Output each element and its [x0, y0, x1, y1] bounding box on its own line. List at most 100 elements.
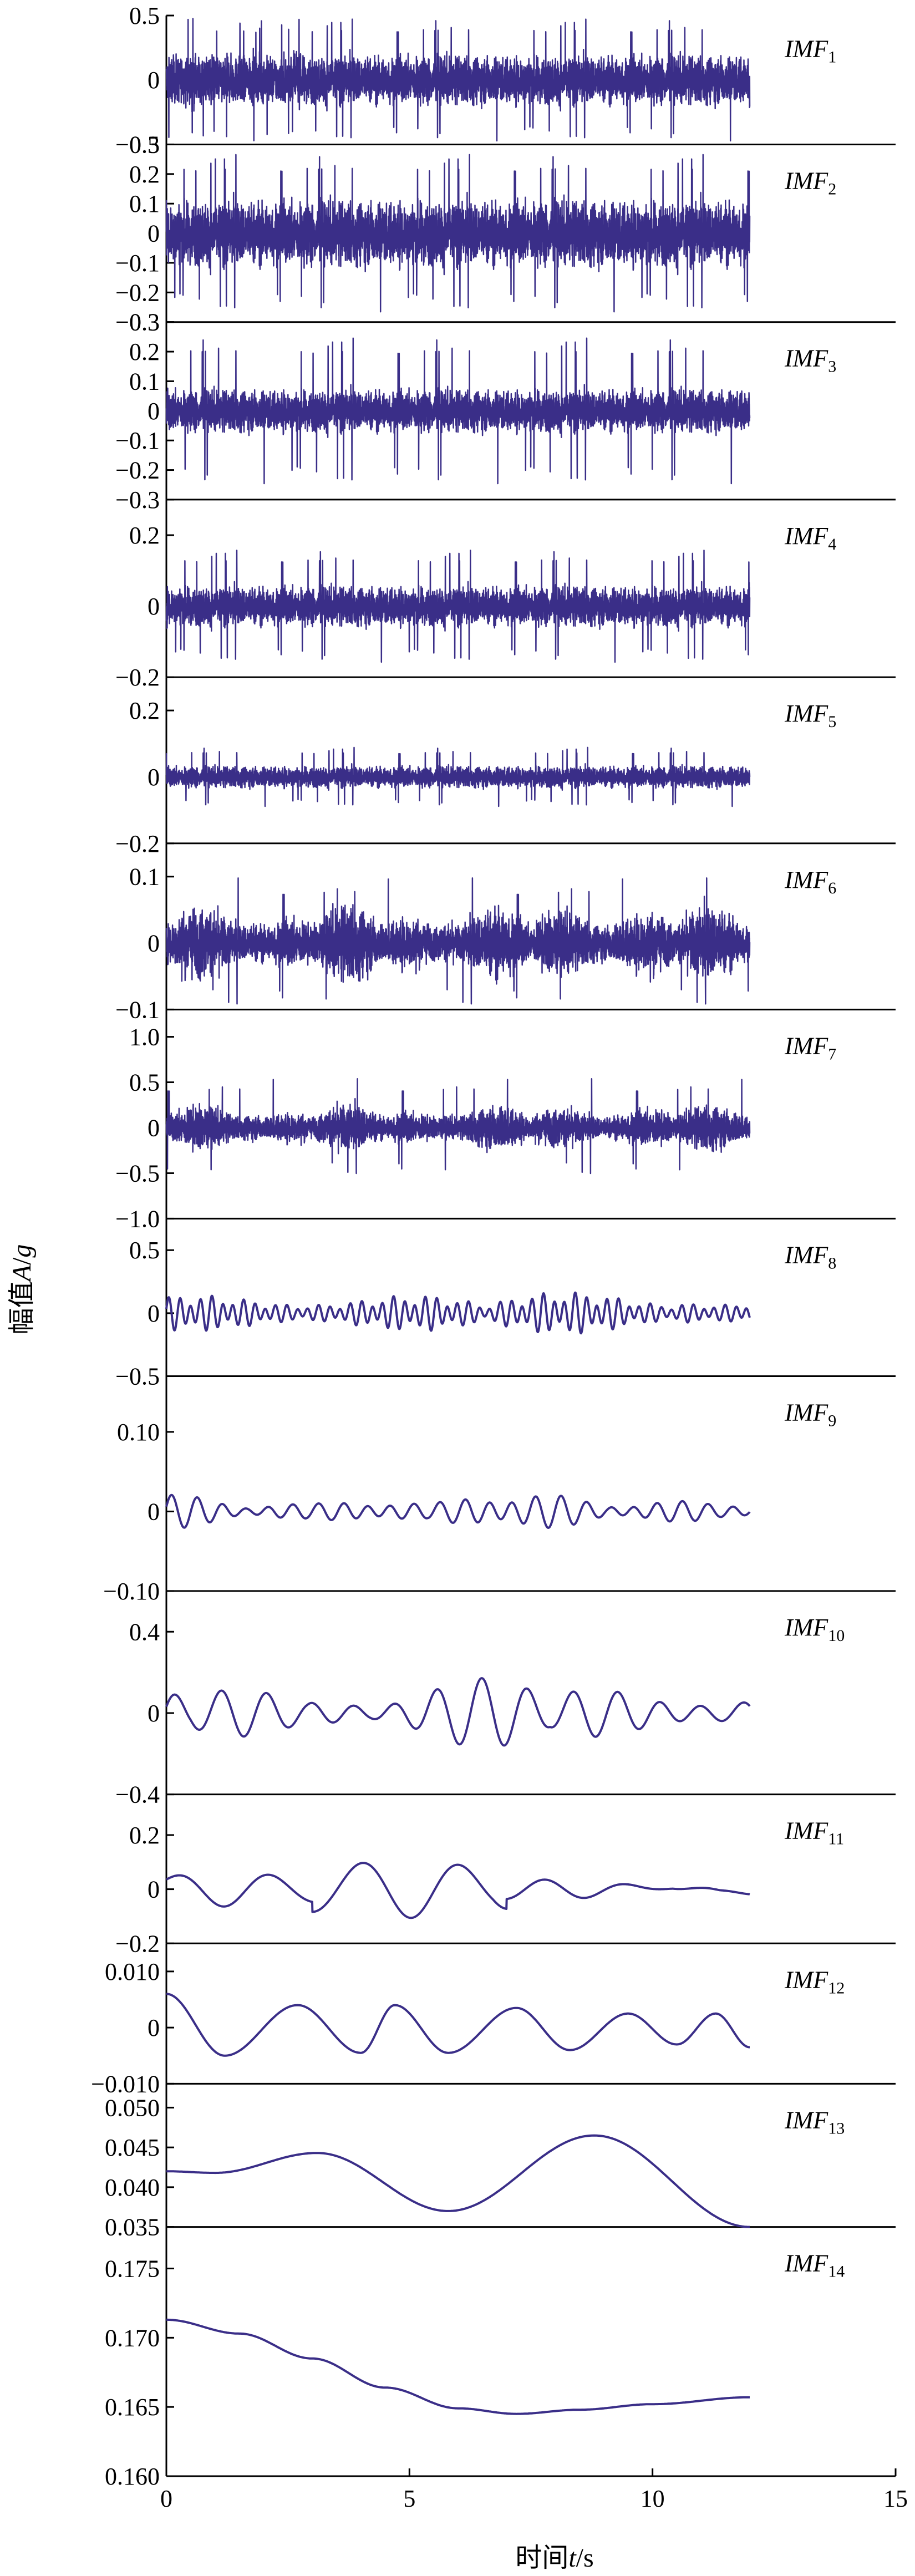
panel-imf-1: 0.5 0 −0.5 IMF1: [115, 2, 896, 158]
series-line-imf-3: [165, 337, 751, 485]
panel-imf-11: 0.2 0 −0.2 IMF11: [115, 1794, 896, 1957]
y-tick-label: −0.010: [91, 2070, 160, 2097]
series-line-imf-14: [166, 2318, 750, 2415]
y-tick-label: 0: [148, 67, 160, 94]
y-tick-label: 1.0: [129, 1024, 160, 1051]
y-tick-label: 0.3: [129, 309, 160, 336]
y-tick-label: −0.5: [115, 1160, 160, 1187]
panel-imf-10: 0.4 0 −0.4 IMF10: [115, 1591, 896, 1808]
series-label-imf-14: IMF14: [784, 2250, 845, 2281]
series-label-imf-5: IMF5: [784, 700, 836, 731]
y-tick-label: −0.1: [115, 250, 160, 277]
series-label-imf-12: IMF12: [784, 1966, 845, 1997]
y-tick-label: 0.2: [129, 1822, 160, 1849]
series-label-imf-2: IMF2: [784, 167, 836, 198]
x-tick-label: 5: [403, 2485, 415, 2512]
panel-imf-6: 0.1 0 −0.1 IMF6: [115, 843, 896, 1023]
panel-imf-12: 0.010 0 −0.010 IMF12: [91, 1943, 896, 2097]
x-axis-title-cn: 时间: [515, 2543, 568, 2573]
series-label-imf-6: IMF6: [784, 866, 836, 897]
y-tick-label: 0: [148, 593, 160, 620]
x-tick-label: 10: [640, 2485, 665, 2512]
y-tick-label: −0.3: [115, 486, 160, 514]
x-tick-label: 0: [160, 2485, 172, 2512]
panel-imf-14: 0.175 0.170 0.165 0.160 IMF14: [105, 2227, 896, 2490]
panel-imf-8: 0.5 0 −0.5 IMF8: [115, 1218, 896, 1390]
y-tick-label: 0.5: [129, 1069, 160, 1096]
y-tick-label: 0.5: [129, 2, 160, 29]
y-tick-label: −0.10: [103, 1578, 160, 1605]
y-tick-label: −0.1: [115, 427, 160, 454]
y-tick-label: 0.050: [105, 2094, 160, 2121]
y-tick-label: −0.2: [115, 664, 160, 691]
y-tick-label: −0.2: [115, 457, 160, 484]
y-tick-label: 0.010: [105, 1958, 160, 1985]
y-tick-label: −0.3: [115, 309, 160, 336]
y-tick-label: −0.2: [115, 279, 160, 306]
y-tick-label: 0.10: [117, 1419, 160, 1446]
y-tick-label: −0.5: [115, 131, 160, 158]
y-tick-label: 0: [148, 1700, 160, 1727]
y-tick-label: 0: [148, 2014, 160, 2041]
series-line-imf-5: [165, 746, 751, 807]
panel-imf-7: 1.0 0.5 0 −0.5 −1.0 IMF7: [115, 1009, 896, 1232]
x-axis-title-var: t: [568, 2543, 577, 2573]
x-tick-label: 15: [883, 2485, 908, 2512]
x-axis: 0 5 10 15: [160, 2468, 908, 2512]
x-axis-title-unit: /s: [576, 2543, 594, 2573]
series-label-imf-10: IMF10: [784, 1614, 845, 1645]
panel-imf-2: 0.3 0.20.1 0 −0.1−0.2 −0.3 IMF2: [115, 131, 896, 336]
y-axis-title-cn: 幅值: [7, 1281, 37, 1334]
series-line-imf-12: [166, 1993, 750, 2057]
y-tick-label: −0.5: [115, 1363, 160, 1390]
series-label-imf-3: IMF3: [784, 345, 836, 376]
y-tick-label: 0.1: [129, 190, 160, 217]
series-label-imf-13: IMF13: [784, 2106, 845, 2137]
y-tick-label: 0: [148, 220, 160, 247]
y-tick-label: 0.4: [129, 1618, 160, 1645]
y-tick-label: 0.2: [129, 161, 160, 188]
y-tick-label: 0.2: [129, 522, 160, 549]
y-tick-label: 0.3: [129, 131, 160, 158]
series-line-imf-9: [165, 1493, 751, 1529]
panel-imf-4: 0.2 0 −0.2 IMF4: [115, 499, 896, 691]
y-tick-label: 0: [148, 1876, 160, 1903]
y-tick-label: 0.2: [129, 697, 160, 724]
y-tick-label: 0: [148, 398, 160, 425]
y-tick-label: 0: [148, 764, 160, 791]
panels-group: 0.50−0.5IMF10.30.20.10−0.1−0.2−0.3IMF20.…: [91, 2, 896, 2490]
series-line-imf-7: [165, 1078, 751, 1175]
y-tick-label: −0.4: [115, 1781, 160, 1808]
series-line-imf-1: [165, 18, 751, 142]
y-tick-label: 0: [148, 1114, 160, 1141]
series-label-imf-9: IMF9: [784, 1399, 836, 1430]
panel-imf-5: 0.2 0 −0.2 IMF5: [115, 677, 896, 857]
x-axis-title: 时间t/s: [515, 2543, 593, 2573]
y-tick-label: 0.045: [105, 2134, 160, 2161]
y-tick-label: 0.1: [129, 368, 160, 395]
y-tick-label: 0.170: [105, 2324, 160, 2351]
y-axis-title-var: A: [7, 1264, 37, 1283]
y-tick-label: −1.0: [115, 1205, 160, 1232]
series-label-imf-7: IMF7: [784, 1032, 836, 1063]
y-tick-label: −0.2: [115, 830, 160, 857]
series-line-imf-10: [165, 1677, 751, 1747]
y-tick-label: 0: [148, 1498, 160, 1525]
series-label-imf-1: IMF1: [784, 35, 836, 66]
y-tick-label: 0.2: [129, 338, 160, 365]
y-tick-label: 0: [148, 1300, 160, 1327]
series-label-imf-11: IMF11: [784, 1817, 844, 1848]
y-tick-label: 0.160: [105, 2463, 160, 2490]
series-label-imf-4: IMF4: [784, 522, 836, 553]
y-axis-title-unit: g: [7, 1244, 37, 1258]
panel-imf-9: 0.10 0 −0.10 IMF9: [103, 1376, 896, 1605]
y-tick-label: 0.165: [105, 2394, 160, 2421]
series-line-imf-6: [165, 877, 751, 1005]
y-tick-label: 0.175: [105, 2255, 160, 2283]
y-tick-label: 0.035: [105, 2214, 160, 2241]
panel-imf-13: 0.050 0.045 0.040 0.035 IMF13: [105, 2084, 896, 2241]
y-tick-label: −0.2: [115, 1930, 160, 1957]
series-line-imf-4: [165, 550, 751, 663]
series-line-imf-8: [165, 1291, 751, 1335]
